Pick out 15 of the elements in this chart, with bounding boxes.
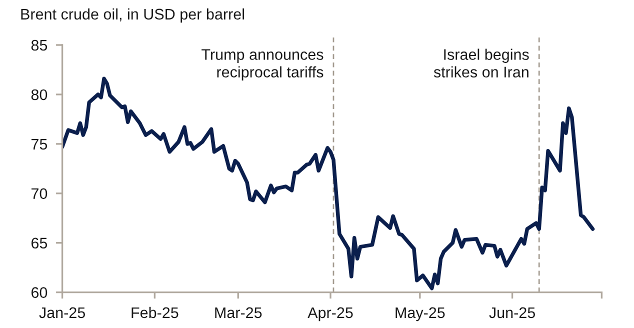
x-tick-label: Apr-25 bbox=[308, 307, 353, 322]
y-tick-label: 85 bbox=[31, 40, 48, 51]
y-tick-label: 60 bbox=[32, 287, 48, 298]
x-tick-label: Jun-25 bbox=[489, 307, 536, 318]
ref-line-label: Trump announces reciprocal tariffs bbox=[202, 49, 324, 81]
ref-line-label: Israel begins strikes on Iran bbox=[434, 48, 529, 78]
y-tick-label: 80 bbox=[31, 89, 48, 100]
x-tick-label: Mar-25 bbox=[215, 307, 262, 318]
x-tick-label: Feb-25 bbox=[132, 306, 178, 318]
x-tick-label: May-25 bbox=[396, 307, 445, 322]
chart-title: Brent crude oil, in USD per barrel bbox=[21, 8, 244, 23]
y-tick-label: 70 bbox=[32, 188, 48, 200]
x-tick-label: Jan-25 bbox=[39, 307, 86, 318]
y-tick-label: 65 bbox=[32, 238, 48, 249]
y-tick-label: 75 bbox=[32, 138, 48, 150]
